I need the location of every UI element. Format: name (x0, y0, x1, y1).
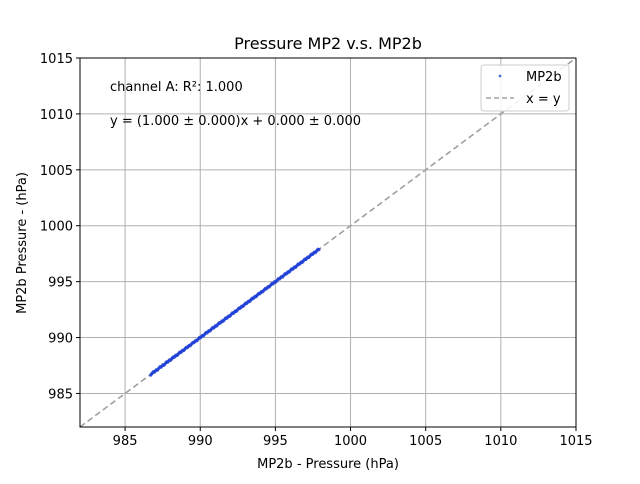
axes-frame (79, 57, 577, 428)
legend-label-xy-line: x = y (526, 92, 561, 107)
x-tick-label: 1015 (559, 434, 592, 449)
xy-reference-line (79, 57, 577, 428)
annotation-fit-equation: y = (1.000 ± 0.000)x + 0.000 ± 0.000 (110, 114, 361, 129)
legend-box (480, 64, 570, 112)
y-tick-label: 1015 (40, 52, 73, 67)
y-tick-label: 995 (48, 276, 73, 291)
x-tick-label: 1000 (334, 434, 367, 449)
legend-marker-mp2b (498, 74, 502, 78)
y-tick-label: 990 (48, 332, 73, 347)
y-axis-label: MP2b Pressure - (hPa) (15, 172, 30, 314)
y-tick-label: 1005 (40, 164, 73, 179)
x-tick-label: 990 (188, 434, 213, 449)
chart-title: Pressure MP2 v.s. MP2b (234, 34, 422, 53)
y-tick-label: 985 (48, 387, 73, 402)
y-tick-label: 1010 (40, 108, 73, 123)
plot-area: 985 990 995 1000 1005 1010 1015 985 990 995 1000 10… (40, 52, 593, 449)
legend-label-mp2b: MP2b (526, 70, 562, 85)
x-tick-label: 995 (263, 434, 288, 449)
x-tick-label: 1005 (409, 434, 442, 449)
x-tick-label: 985 (113, 434, 138, 449)
y-tick-label: 1000 (40, 220, 73, 235)
legend: MP2b x = y (480, 64, 570, 112)
x-tick-label: 1010 (484, 434, 517, 449)
annotation-r2: channel A: R²: 1.000 (110, 80, 243, 95)
x-axis-label: MP2b - Pressure (hPa) (257, 457, 399, 472)
data-point (317, 248, 321, 252)
